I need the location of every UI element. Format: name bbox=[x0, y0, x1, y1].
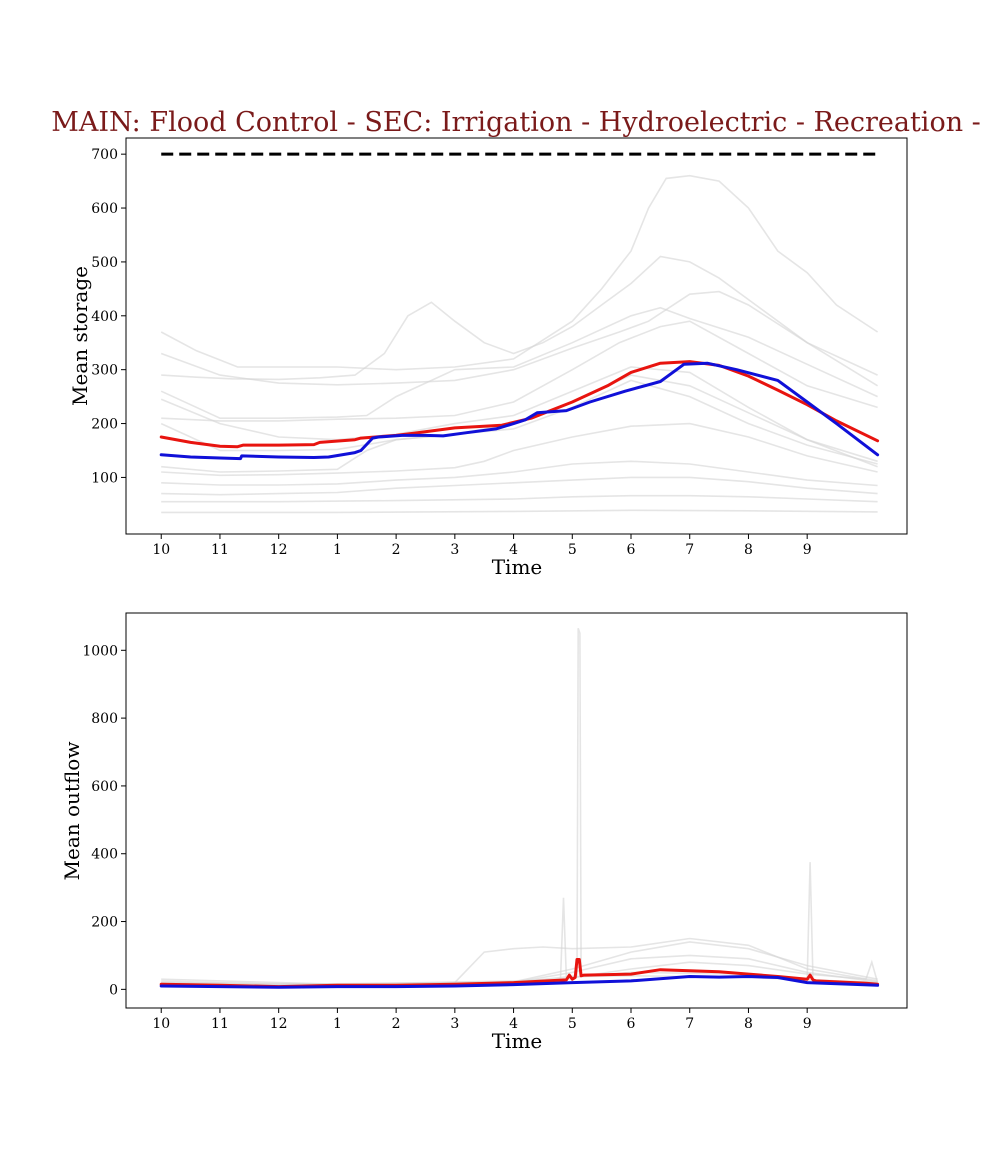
outflow-x-axis-label: Time bbox=[492, 1029, 543, 1053]
x-tick-label: 10 bbox=[152, 542, 170, 558]
y-tick-label: 400 bbox=[91, 309, 118, 325]
x-tick-label: 3 bbox=[450, 1016, 459, 1032]
y-tick-label: 300 bbox=[91, 363, 118, 379]
x-tick-label: 4 bbox=[509, 1016, 518, 1032]
storage-y-axis-label: Mean storage bbox=[68, 266, 92, 406]
x-tick-label: 8 bbox=[744, 1016, 753, 1032]
x-tick-label: 9 bbox=[803, 1016, 812, 1032]
outflow-series-blue bbox=[159, 975, 880, 989]
outflow-series-bg1 bbox=[161, 628, 878, 987]
storage-series-bg6 bbox=[160, 366, 878, 463]
storage-series-bg10 bbox=[161, 460, 878, 487]
x-tick-label: 11 bbox=[211, 1016, 229, 1032]
storage-series-blue bbox=[159, 361, 880, 461]
chart-title: MAIN: Flood Control - SEC: Irrigation - … bbox=[51, 107, 981, 138]
outflow-main-series bbox=[159, 958, 880, 989]
storage-series-bg13 bbox=[161, 509, 878, 514]
y-tick-label: 200 bbox=[91, 417, 118, 433]
x-tick-label: 8 bbox=[744, 542, 753, 558]
x-tick-label: 1 bbox=[333, 1016, 342, 1032]
x-tick-label: 6 bbox=[627, 542, 636, 558]
x-tick-label: 5 bbox=[568, 1016, 577, 1032]
outflow-series-bg2 bbox=[161, 862, 878, 986]
y-tick-label: 100 bbox=[91, 470, 118, 486]
x-tick-label: 12 bbox=[270, 1016, 288, 1032]
storage-main-series bbox=[159, 152, 880, 461]
x-tick-label: 7 bbox=[685, 1016, 694, 1032]
y-tick-label: 600 bbox=[91, 201, 118, 217]
storage-series-bg4 bbox=[160, 306, 878, 420]
storage-series-bg1 bbox=[160, 174, 879, 371]
y-tick-label: 200 bbox=[91, 915, 118, 931]
storage-axes-frame bbox=[125, 137, 908, 535]
storage-series-bg2 bbox=[161, 255, 878, 381]
storage-background-series bbox=[160, 174, 879, 514]
x-tick-label: 9 bbox=[803, 542, 812, 558]
x-tick-label: 6 bbox=[627, 1016, 636, 1032]
x-tick-label: 7 bbox=[685, 542, 694, 558]
outflow-background-series bbox=[161, 628, 879, 987]
x-tick-label: 12 bbox=[270, 542, 288, 558]
storage-series-bg5 bbox=[161, 320, 878, 422]
y-tick-label: 800 bbox=[91, 711, 118, 727]
outflow-axes-frame bbox=[125, 612, 908, 1009]
storage-series-red bbox=[159, 360, 880, 449]
x-tick-label: 3 bbox=[450, 542, 459, 558]
y-tick-label: 600 bbox=[91, 779, 118, 795]
y-tick-label: 400 bbox=[91, 847, 118, 863]
y-tick-label: 0 bbox=[109, 982, 118, 998]
outflow-x-ticks: 10 11 12 1 2 3 4 5 6 7 8 9 bbox=[152, 1008, 812, 1032]
x-tick-label: 2 bbox=[392, 542, 401, 558]
storage-x-axis-label: Time bbox=[492, 555, 543, 579]
storage-series-bg9 bbox=[161, 422, 878, 477]
storage-y-ticks: 100 200 300 400 500 600 700 bbox=[91, 147, 126, 486]
x-tick-label: 10 bbox=[152, 1016, 170, 1032]
x-tick-label: 1 bbox=[333, 542, 342, 558]
storage-x-ticks: 10 11 12 1 2 3 4 5 6 7 8 9 bbox=[152, 534, 812, 558]
x-tick-label: 2 bbox=[392, 1016, 401, 1032]
x-tick-label: 4 bbox=[509, 542, 518, 558]
y-tick-label: 1000 bbox=[82, 643, 118, 659]
storage-series-bg12 bbox=[161, 494, 878, 503]
storage-series-bg8 bbox=[161, 379, 878, 473]
outflow-y-ticks: 0 200 400 600 800 1000 bbox=[82, 643, 126, 998]
storage-series-bg3 bbox=[160, 290, 879, 387]
storage-series-bg11 bbox=[161, 476, 878, 496]
y-tick-label: 700 bbox=[91, 147, 118, 163]
x-tick-label: 5 bbox=[568, 542, 577, 558]
x-tick-label: 11 bbox=[211, 542, 229, 558]
y-tick-label: 500 bbox=[91, 255, 118, 271]
outflow-y-axis-label: Mean outflow bbox=[60, 742, 84, 881]
